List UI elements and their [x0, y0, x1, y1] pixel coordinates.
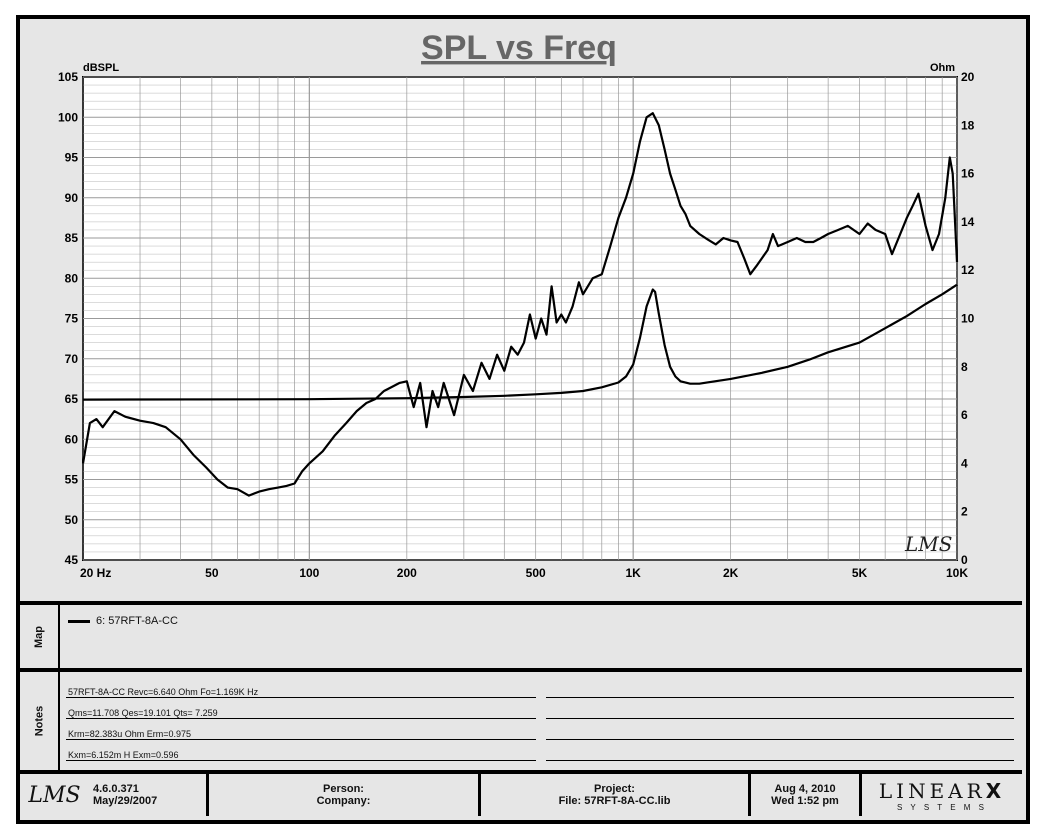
x-tick-label: 100	[299, 566, 319, 580]
note-rule	[66, 697, 536, 698]
y-right-tick-label: 2	[961, 505, 968, 519]
brand-main: LINEAR	[878, 778, 986, 803]
brand-logo: LINEARX	[879, 779, 1005, 803]
version-number: 4.6.0.371	[93, 783, 139, 795]
note-rule	[66, 739, 536, 740]
person-label: Person:	[323, 783, 364, 795]
note-rule	[66, 760, 536, 761]
legend-entry: 6: 57RFT-8A-CC	[68, 615, 178, 627]
note-rule	[66, 718, 536, 719]
note-line-3: Krm=82.383u Ohm Erm=0.975	[68, 729, 192, 739]
x-tick-label: 500	[526, 566, 546, 580]
report-time: Wed 1:52 pm	[771, 795, 839, 807]
y-left-tick-label: 45	[65, 553, 79, 567]
map-label: Map	[33, 625, 45, 648]
footer-person-cell: Person: Company:	[209, 774, 481, 816]
y-right-tick-label: 20	[961, 70, 975, 84]
x-tick-label: 1K	[626, 566, 642, 580]
notes-section-label: Notes	[20, 672, 60, 770]
note-rule	[546, 739, 1014, 740]
file-label: File: 57RFT-8A-CC.lib	[558, 795, 671, 807]
separator-notes	[20, 668, 1022, 672]
spl-chart: SPL vs Freq dBSPL Ohm 20 Hz 50 100 200 500 1K…	[58, 29, 975, 580]
y-left-tick-label: 85	[65, 231, 79, 245]
chart-title: SPL vs Freq	[421, 29, 617, 67]
y-left-tick-label: 95	[65, 151, 79, 165]
x-tick-label: 50	[205, 566, 219, 580]
note-rule	[546, 718, 1014, 719]
x-tick-label: 2K	[723, 566, 739, 580]
note-rule	[546, 760, 1014, 761]
note-line-2: Qms=11.708 Qes=19.101 Qts= 7.259	[68, 708, 218, 718]
y-left-tick-label: 55	[65, 473, 79, 487]
y-axis-left-label: dBSPL	[83, 62, 119, 74]
y-left-tick-label: 65	[65, 392, 79, 406]
grid	[82, 76, 958, 561]
y-left-tick-label: 105	[58, 70, 78, 84]
y-left-tick-label: 60	[65, 432, 79, 446]
footer-date-cell: Aug 4, 2010 Wed 1:52 pm	[751, 774, 862, 816]
company-label: Company:	[316, 795, 371, 807]
y-right-tick-label: 12	[961, 263, 975, 277]
x-tick-label: 200	[397, 566, 417, 580]
brand-sub: S Y S T E M S	[897, 802, 987, 812]
footer-version-cell: 4.6.0.371 May/29/2007	[89, 774, 209, 816]
legend-swatch	[68, 619, 90, 623]
y-right-tick-label: 10	[961, 312, 975, 326]
lms-watermark: LMS	[904, 532, 952, 556]
x-tick-label: 20 Hz	[80, 566, 111, 580]
x-tick-label: 5K	[852, 566, 868, 580]
y-right-tick-label: 0	[961, 553, 968, 567]
impedance-curve	[82, 283, 958, 401]
y-right-tick-label: 18	[961, 118, 975, 132]
y-left-tick-label: 90	[65, 191, 79, 205]
version-date: May/29/2007	[93, 795, 158, 807]
y-left-tick-label: 70	[65, 352, 79, 366]
legend-entry-text: 6: 57RFT-8A-CC	[96, 615, 178, 627]
separator-footer	[20, 770, 1022, 774]
footer-logo-cell: LMS	[20, 774, 89, 816]
footer-project-cell: Project: File: 57RFT-8A-CC.lib	[481, 774, 751, 816]
y-left-tick-label: 75	[65, 312, 79, 326]
spl-curve	[81, 112, 959, 497]
footer-brand-cell: LINEARX S Y S T E M S	[862, 774, 1022, 816]
note-rule	[546, 697, 1014, 698]
separator-map	[20, 601, 1022, 605]
y-axis-right-label: Ohm	[930, 62, 955, 74]
x-tick-label: 10K	[946, 566, 968, 580]
y-right-tick-label: 8	[961, 360, 968, 374]
note-line-1: 57RFT-8A-CC Revc=6.640 Ohm Fo=1.169K Hz	[68, 687, 259, 697]
footer-logo: LMS	[28, 782, 81, 808]
y-right-tick-label: 6	[961, 408, 968, 422]
notes-label: Notes	[33, 705, 45, 737]
report-date: Aug 4, 2010	[774, 783, 836, 795]
y-left-tick-label: 50	[65, 513, 79, 527]
series-lines	[81, 112, 959, 497]
y-left-tick-label: 100	[58, 110, 78, 124]
brand-x: X	[985, 778, 1006, 803]
map-section-label: Map	[20, 605, 60, 668]
y-right-tick-label: 16	[961, 167, 975, 181]
y-right-tick-label: 14	[961, 215, 975, 229]
project-label: Project:	[594, 783, 635, 795]
note-line-4: Kxm=6.152m H Exm=0.596	[68, 750, 179, 760]
tick-labels: 20 Hz 50 100 200 500 1K 2K 5K 10K105100959085807…	[58, 70, 975, 580]
y-left-tick-label: 80	[65, 271, 79, 285]
y-right-tick-label: 4	[961, 456, 968, 470]
